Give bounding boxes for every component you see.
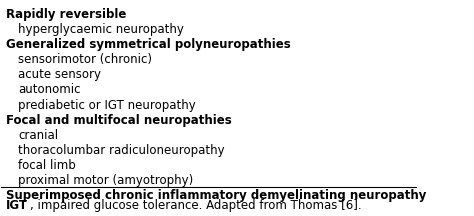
Text: Focal and multifocal neuropathies: Focal and multifocal neuropathies [6, 114, 231, 127]
Text: prediabetic or IGT neuropathy: prediabetic or IGT neuropathy [18, 98, 196, 111]
Text: proximal motor (amyotrophy): proximal motor (amyotrophy) [18, 174, 193, 187]
Text: , impaired glucose tolerance. Adapted from Thomas [6].: , impaired glucose tolerance. Adapted fr… [30, 199, 362, 212]
Text: sensorimotor (chronic): sensorimotor (chronic) [18, 53, 152, 66]
Text: focal limb: focal limb [18, 159, 76, 172]
Text: hyperglycaemic neuropathy: hyperglycaemic neuropathy [18, 23, 184, 36]
Text: Generalized symmetrical polyneuropathies: Generalized symmetrical polyneuropathies [6, 38, 290, 51]
Text: Rapidly reversible: Rapidly reversible [6, 8, 126, 21]
Text: Superimposed chronic inflammatory demyelinating neuropathy: Superimposed chronic inflammatory demyel… [6, 189, 426, 202]
Text: IGT: IGT [6, 199, 27, 212]
Text: thoracolumbar radiculoneuropathy: thoracolumbar radiculoneuropathy [18, 144, 225, 157]
Text: cranial: cranial [18, 129, 58, 142]
Text: autonomic: autonomic [18, 83, 81, 96]
Text: acute sensory: acute sensory [18, 68, 101, 81]
